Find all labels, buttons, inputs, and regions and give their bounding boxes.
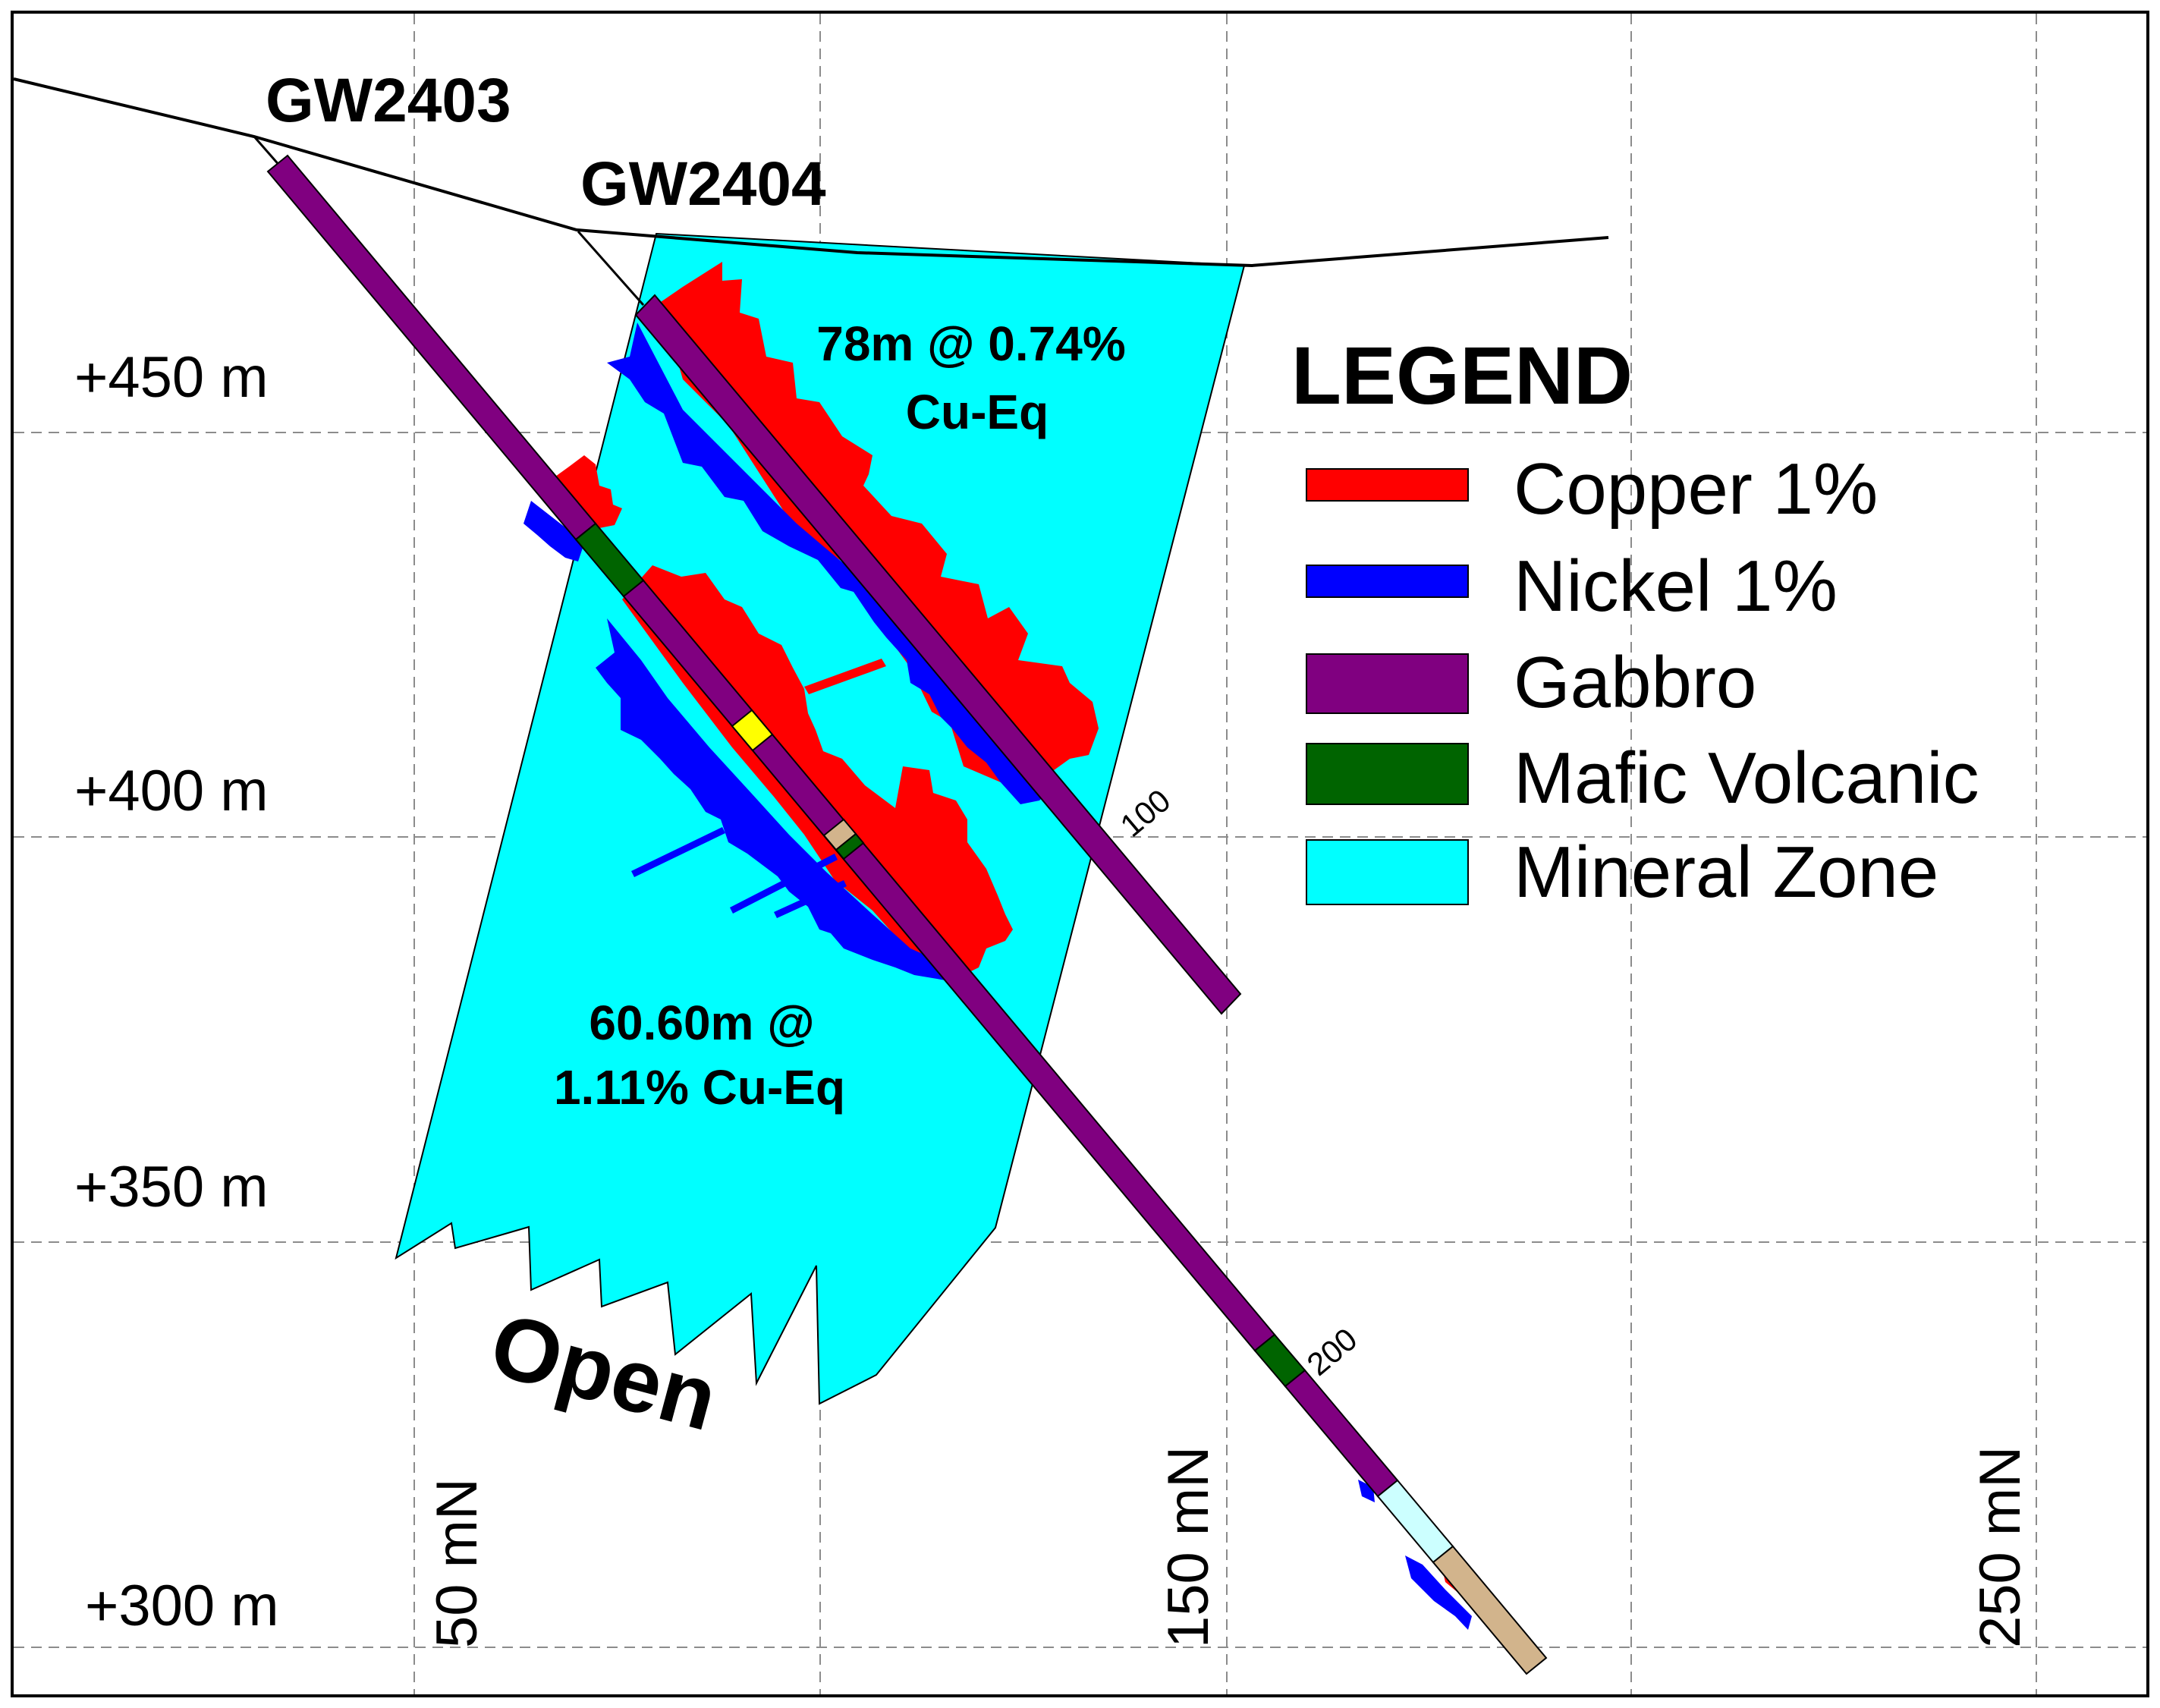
legend-swatch-copper xyxy=(1306,468,1469,502)
copper-assay-bars xyxy=(659,262,1099,789)
copper-assay-spike xyxy=(804,659,886,694)
intercept-label-lower: 60.60m @ xyxy=(589,996,814,1050)
elevation-label: +450 m xyxy=(74,345,269,410)
intercept-label-upper: 78m @ 0.74% xyxy=(816,316,1126,371)
intercept-label-upper: Cu-Eq xyxy=(906,385,1049,439)
northing-label-50: 50 mN xyxy=(425,1478,489,1648)
legend-label-mineral-zone: Mineral Zone xyxy=(1514,832,1938,913)
mafic-volcanic-interval xyxy=(835,832,865,860)
elevation-label: +400 m xyxy=(74,759,269,823)
northing-label: 50 mN xyxy=(425,1478,489,1648)
northing-label: 150 mN xyxy=(1156,1446,1221,1648)
northing-label-250: 250 mN xyxy=(1968,1446,2033,1648)
tan-unit-interval xyxy=(1432,1545,1548,1675)
collar-gw2403 xyxy=(253,136,282,168)
legend: LEGEND Copper 1% Nickel 1% Gabbro Mafic … xyxy=(1291,329,1979,913)
topography-line xyxy=(13,77,1609,268)
hole-label-gw2403: GW2403 xyxy=(266,66,511,135)
legend-label-copper: Copper 1% xyxy=(1514,448,1878,530)
nickel-assay-bars xyxy=(1405,1555,1472,1630)
legend-label-nickel: Nickel 1% xyxy=(1514,546,1838,627)
yellow-unit-interval xyxy=(731,709,774,752)
copper-assay-bars xyxy=(622,565,1013,979)
nickel-assay-spike xyxy=(774,880,847,918)
legend-swatch-mafic-volcanic xyxy=(1306,743,1469,805)
legend-label-gabbro: Gabbro xyxy=(1514,642,1756,723)
legend-swatch-nickel xyxy=(1306,565,1469,598)
hole-label-gw2404: GW2404 xyxy=(580,149,826,219)
nickel-assay-bars xyxy=(523,501,583,561)
drill-hole-gw2404 xyxy=(634,294,1242,1015)
nickel-assay-bars xyxy=(1358,1480,1375,1502)
gabbro-interval xyxy=(634,294,1242,1015)
elevation-label: +300 m xyxy=(85,1574,279,1638)
nickel-assay-bars xyxy=(596,618,957,983)
intercept-label-lower: 1.11% Cu-Eq xyxy=(554,1060,845,1115)
legend-swatch-mineral-zone xyxy=(1306,839,1469,905)
gw2403-main-assay-histograms xyxy=(596,565,1013,983)
legend-swatch-gabbro xyxy=(1306,653,1469,714)
northing-label-150: 150 mN xyxy=(1156,1446,1221,1648)
legend-label-mafic-volcanic: Mafic Volcanic xyxy=(1514,738,1979,819)
legend-title: LEGEND xyxy=(1291,329,1633,421)
nickel-assay-spike xyxy=(730,854,838,914)
collar-gw2404 xyxy=(577,231,645,306)
northing-label: 250 mN xyxy=(1968,1446,2033,1648)
elevation-label: +350 m xyxy=(74,1155,269,1219)
drill-hole-gw2403 xyxy=(266,154,1548,1675)
nickel-assay-spike xyxy=(631,827,725,877)
